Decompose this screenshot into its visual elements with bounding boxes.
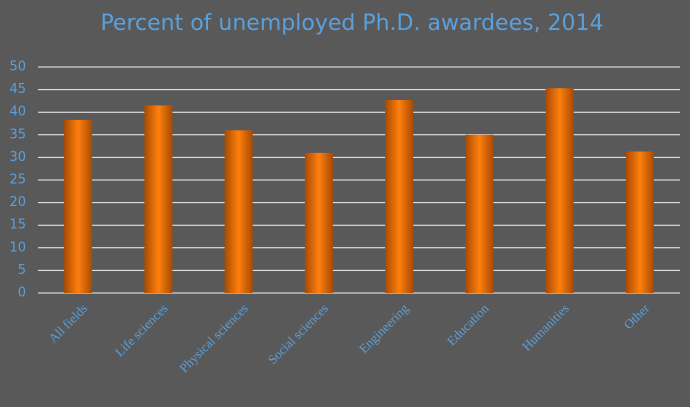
y-tick-label: 5: [18, 263, 26, 278]
bar: [625, 151, 654, 293]
y-tick-label: 40: [9, 105, 26, 120]
y-tick-label: 50: [9, 60, 26, 75]
bar: [64, 119, 93, 293]
bar: [545, 88, 574, 293]
bar: [144, 105, 173, 293]
bar: [385, 99, 414, 293]
y-tick-label: 0: [18, 286, 26, 301]
bar: [465, 134, 494, 293]
y-tick-label: 10: [9, 240, 26, 255]
y-tick-label: 15: [9, 218, 26, 233]
y-tick-label: 45: [9, 82, 26, 97]
y-tick-label: 35: [9, 127, 26, 142]
y-tick-label: 20: [9, 195, 26, 210]
chart-title: Percent of unemployed Ph.D. awardees, 20…: [100, 11, 603, 36]
y-tick-label: 30: [9, 150, 26, 165]
bar: [224, 130, 253, 293]
y-tick-label: 25: [9, 173, 26, 188]
bar: [304, 152, 333, 293]
